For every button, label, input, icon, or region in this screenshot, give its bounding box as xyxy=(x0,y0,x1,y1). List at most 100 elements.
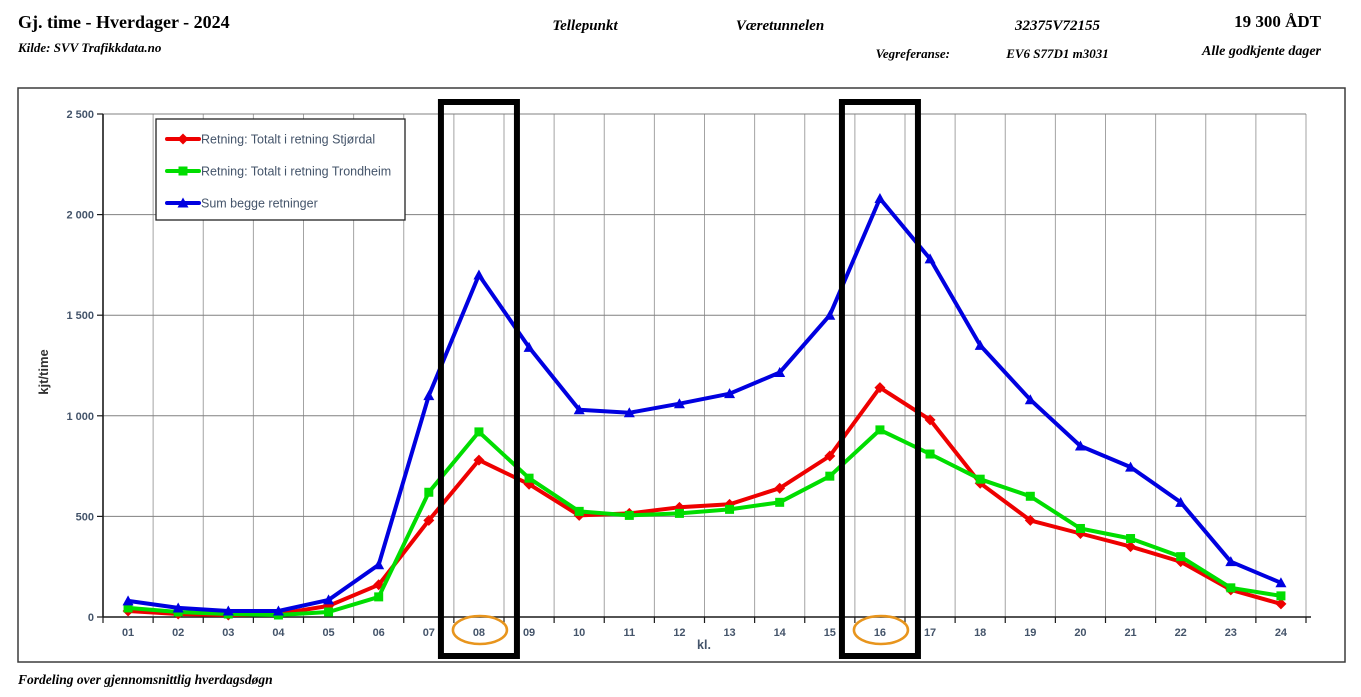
vegreferanse-label: Vegreferanse: xyxy=(875,46,950,61)
diamond-marker xyxy=(473,454,485,466)
adt-value: 19 300 ÅDT xyxy=(1234,12,1321,31)
road-reference: EV6 S77D1 m3031 xyxy=(1006,46,1109,61)
x-tick-label: 11 xyxy=(623,627,635,639)
square-marker xyxy=(775,497,785,507)
triangle-marker xyxy=(623,407,635,418)
diamond-marker xyxy=(824,450,836,462)
square-marker xyxy=(674,508,684,518)
x-tick-label: 09 xyxy=(523,627,535,639)
square-marker xyxy=(825,471,835,481)
triangle-marker xyxy=(172,602,184,613)
triangle-marker xyxy=(1225,556,1237,567)
triangle-marker xyxy=(824,309,836,320)
diamond-marker xyxy=(177,133,189,145)
legend: Retning: Totalt i retning Stjørdal Retnin… xyxy=(155,118,406,221)
triangle-marker xyxy=(423,390,435,401)
legend-label: Sum begge retninger xyxy=(201,197,318,211)
triangle-marker xyxy=(222,605,234,616)
triangle-marker xyxy=(874,193,886,204)
x-tick-label: 23 xyxy=(1225,627,1237,639)
x-tick-label: 21 xyxy=(1124,627,1136,639)
x-tick-label: 13 xyxy=(723,627,735,639)
tellepunkt-label: Tellepunkt xyxy=(552,18,618,34)
triangle-marker xyxy=(523,341,535,352)
diamond-marker xyxy=(1024,514,1036,526)
x-tick-label: 02 xyxy=(172,627,184,639)
station-id: 32375V72155 xyxy=(1014,18,1100,34)
y-tick-label: 2 500 xyxy=(66,109,94,121)
triangle-marker xyxy=(177,197,189,208)
square-marker xyxy=(624,510,634,520)
x-tick-label: 05 xyxy=(322,627,334,639)
highlight-circle-hour-08 xyxy=(451,614,509,646)
series-line xyxy=(126,196,1283,613)
triangle-marker xyxy=(1175,496,1187,507)
triangle-marker xyxy=(323,594,335,605)
x-tick-label: 20 xyxy=(1074,627,1086,639)
x-tick-label: 19 xyxy=(1024,627,1036,639)
square-marker xyxy=(574,506,584,516)
triangle-marker xyxy=(272,605,284,616)
square-marker xyxy=(1226,583,1236,593)
triangle-marker xyxy=(373,559,385,570)
highlight-box-hour-16 xyxy=(838,99,921,659)
diamond-marker xyxy=(924,414,936,426)
x-tick-label: 08 xyxy=(473,627,485,639)
x-tick-label: 10 xyxy=(573,627,585,639)
footer-caption: Fordeling over gjennomsnittlig hverdagsd… xyxy=(18,672,273,687)
square-marker xyxy=(424,487,434,497)
triangle-marker xyxy=(1275,577,1287,588)
x-tick-label: 12 xyxy=(673,627,685,639)
y-tick-label: 0 xyxy=(88,612,94,624)
y-axis-title: kjt/time xyxy=(36,349,51,395)
x-tick-label: 01 xyxy=(122,627,134,639)
diamond-marker xyxy=(874,382,886,394)
square-marker xyxy=(1025,491,1035,501)
x-tick-label: 03 xyxy=(222,627,234,639)
page-title: Gj. time - Hverdager - 2024 xyxy=(18,12,230,32)
diamond-marker xyxy=(423,514,435,526)
x-tick-label: 15 xyxy=(824,627,836,639)
triangle-marker xyxy=(1125,461,1137,472)
y-tick-label: 1 500 xyxy=(66,310,94,322)
square-marker xyxy=(474,427,484,437)
diamond-marker xyxy=(1275,598,1287,610)
y-tick-label: 2 000 xyxy=(66,210,94,222)
x-tick-label: 16 xyxy=(874,627,886,639)
legend-label: Retning: Totalt i retning Trondheim xyxy=(201,165,391,179)
series-line xyxy=(126,427,1283,617)
y-tick-label: 1 000 xyxy=(66,411,94,423)
triangle-marker xyxy=(122,595,134,606)
square-marker xyxy=(178,166,188,176)
square-marker xyxy=(925,449,935,459)
square-marker xyxy=(1176,552,1186,562)
square-marker xyxy=(1126,534,1136,544)
square-marker xyxy=(725,504,735,514)
diamond-marker xyxy=(774,482,786,494)
station-name: Væretunnelen xyxy=(735,18,825,34)
square-marker xyxy=(374,592,384,602)
x-tick-label: 17 xyxy=(924,627,936,639)
triangle-marker xyxy=(473,269,485,280)
triangle-marker xyxy=(924,253,936,264)
x-tick-label: 14 xyxy=(774,627,787,639)
triangle-marker xyxy=(774,367,786,378)
diamond-marker xyxy=(1125,541,1137,553)
square-marker xyxy=(1075,523,1085,533)
square-marker xyxy=(875,425,885,435)
x-tick-label: 22 xyxy=(1175,627,1187,639)
triangle-marker xyxy=(724,388,736,399)
square-marker xyxy=(123,603,133,613)
data-source-label: Kilde: SVV Trafikkdata.no xyxy=(18,40,162,55)
series-2 xyxy=(122,193,1287,616)
highlight-circle-hour-16 xyxy=(852,614,910,646)
highlight-box-hour-08 xyxy=(437,99,520,659)
square-marker xyxy=(324,607,334,617)
x-tick-label: 04 xyxy=(272,627,285,639)
y-tick-label: 500 xyxy=(76,511,94,523)
x-axis-title: kl. xyxy=(697,638,711,652)
square-marker xyxy=(524,473,534,483)
legend-label: Retning: Totalt i retning Stjørdal xyxy=(201,133,375,147)
triangle-marker xyxy=(1024,394,1036,405)
